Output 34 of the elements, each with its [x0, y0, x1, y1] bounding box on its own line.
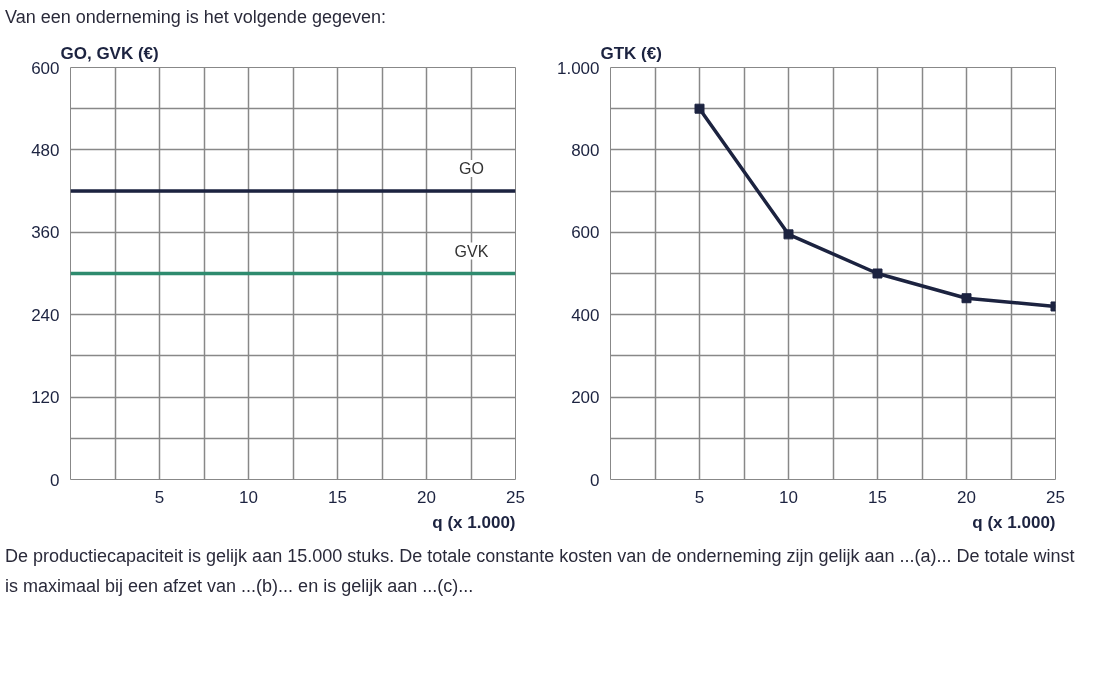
y-tick-label: 240 [31, 305, 60, 325]
point [961, 292, 972, 303]
x-axis-title: q (x 1.000) [972, 512, 1056, 532]
point [872, 268, 883, 279]
x-tick-label: 10 [779, 487, 798, 507]
x-tick-label: 5 [694, 487, 705, 507]
y-axis-title: GTK (€) [600, 43, 662, 63]
y-tick-label: 800 [571, 140, 600, 160]
x-tick-label: 20 [957, 487, 976, 507]
y-tick-label: 200 [571, 387, 600, 407]
series-label: GVK [454, 242, 489, 260]
x-tick-label: 5 [154, 487, 165, 507]
series-label: GO [459, 159, 484, 177]
text: De productiecapaciteit is gelijk aan 15.000 stuks. De totale constante kosten van de onderneming zijn gelijk aan ...(a)... De totale winst is maximaal bij een afzet van ...(b)... en is gelijk aan ...(c)... [5, 544, 1076, 599]
point [694, 103, 705, 114]
y-tick-label: 120 [31, 387, 60, 407]
x-tick-label: 15 [328, 487, 347, 507]
x-tick-label: 25 [506, 487, 525, 507]
y-tick-label: 0 [50, 470, 60, 490]
y-tick-label: 480 [31, 140, 60, 160]
y-tick-label: 600 [571, 223, 600, 242]
chart-title: Van een onderneming is het volgende gegeven: [5, 6, 386, 29]
y-tick-label: 0 [590, 470, 600, 490]
x-axis-title: q (x 1.000) [432, 512, 516, 532]
y-tick-label: 400 [571, 305, 600, 325]
x-tick-label: 15 [868, 487, 887, 507]
y-tick-label: 1.000 [556, 58, 600, 78]
x-tick-label: 10 [239, 487, 258, 507]
y-tick-label: 360 [31, 223, 60, 242]
y-axis-title: GO, GVK (€) [60, 43, 159, 63]
x-tick-label: 20 [417, 487, 436, 507]
point [783, 229, 794, 240]
y-tick-label: 600 [31, 58, 60, 78]
x-tick-label: 25 [1046, 487, 1065, 507]
